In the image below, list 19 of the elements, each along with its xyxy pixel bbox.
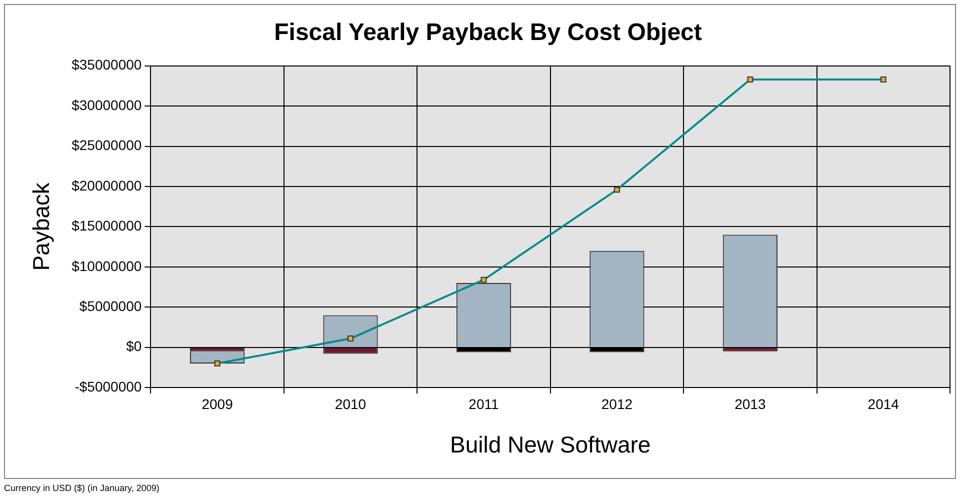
y-tick-label: $0 xyxy=(126,338,142,354)
y-axis-title: Payback xyxy=(28,182,54,271)
x-tick-label: 2010 xyxy=(334,396,366,412)
y-tick-label: $15000000 xyxy=(72,218,142,234)
y-tick-label: $25000000 xyxy=(72,137,142,154)
text: Currency in USD ($) (in January, 2009) xyxy=(4,483,160,493)
chart-title: Fiscal Yearly Payback By Cost Object xyxy=(274,19,702,46)
y-tick-label: $30000000 xyxy=(72,96,142,113)
x-tick-label: 2011 xyxy=(468,396,499,412)
x-tick-label: 2009 xyxy=(202,396,234,412)
y-tick-label: -$5000000 xyxy=(74,378,142,394)
y-tick-label: $5000000 xyxy=(79,298,142,314)
x-tick-label: 2014 xyxy=(868,396,900,412)
x-tick-label: 2013 xyxy=(734,396,766,412)
y-tick-label: $10000000 xyxy=(72,258,142,274)
x-tick-label: 2012 xyxy=(601,396,633,412)
y-tick-label: $35000000 xyxy=(72,56,142,73)
x-axis-title: Build New Software xyxy=(450,432,651,458)
y-tick-label: $20000000 xyxy=(72,177,142,194)
